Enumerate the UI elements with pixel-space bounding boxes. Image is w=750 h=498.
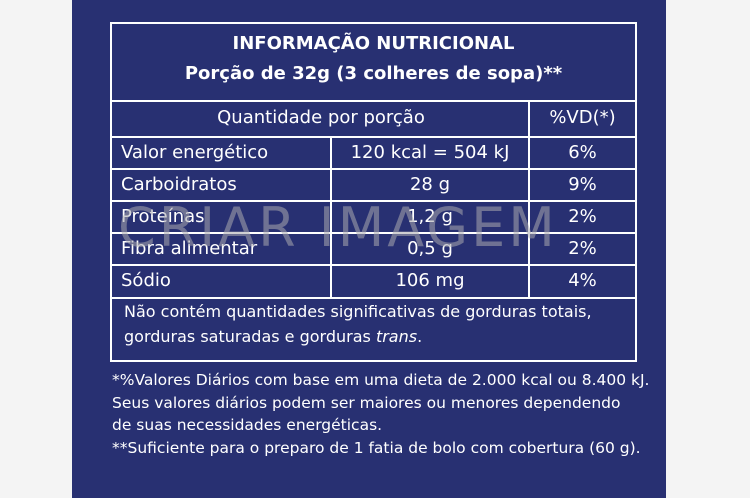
row-divider: [110, 200, 637, 202]
nutrient-name: Sódio: [121, 270, 171, 291]
row-divider: [110, 232, 637, 234]
nutrient-amount: 0,5 g: [407, 238, 453, 259]
footnote: de suas necessidades energéticas.: [112, 416, 383, 434]
table-note: gorduras saturadas e gorduras trans.: [124, 327, 422, 346]
table-title: INFORMAÇÃO NUTRICIONAL: [232, 33, 515, 54]
table-note: Não contém quantidades significativas de…: [124, 302, 592, 321]
column-divider: [330, 136, 332, 299]
footnote: *%Valores Diários com base em uma dieta …: [112, 371, 650, 389]
nutrient-amount: 106 mg: [395, 270, 465, 291]
table-note-text: gorduras saturadas e gorduras: [124, 327, 371, 346]
footnote: **Suficiente para o preparo de 1 fatia d…: [112, 438, 641, 457]
nutrient-name: Fibra alimentar: [121, 238, 258, 259]
nutrition-table: [110, 22, 637, 362]
table-note-end: .: [417, 327, 423, 346]
row-divider: [110, 136, 637, 138]
package-panel: [72, 0, 666, 498]
column-header: %VD(*): [549, 107, 616, 128]
watermark: CRIAR IMAGEM: [118, 196, 558, 259]
row-divider: [110, 297, 637, 299]
daily-value: 9%: [568, 174, 597, 195]
serving-size: Porção de 32g (3 colheres de sopa)**: [184, 63, 563, 84]
column-divider: [528, 100, 530, 299]
table-note-emphasis: trans: [375, 327, 418, 346]
daily-value: 6%: [568, 142, 597, 163]
daily-value: 2%: [568, 206, 597, 227]
daily-value: 4%: [568, 270, 597, 291]
row-divider: [110, 100, 637, 102]
nutrient-name: Proteínas: [121, 206, 205, 227]
daily-value: 2%: [568, 238, 597, 259]
nutrient-amount: 28 g: [409, 174, 451, 195]
row-divider: [110, 264, 637, 266]
column-header: Quantidade por porção: [217, 107, 425, 128]
nutrient-name: Carboidratos: [121, 174, 237, 195]
nutrient-name: Valor energético: [121, 142, 269, 163]
row-divider: [110, 168, 637, 170]
nutrient-amount: 120 kcal = 504 kJ: [350, 142, 510, 163]
footnote: Seus valores diários podem ser maiores o…: [112, 393, 621, 412]
nutrient-amount: 1,2 g: [407, 206, 453, 227]
